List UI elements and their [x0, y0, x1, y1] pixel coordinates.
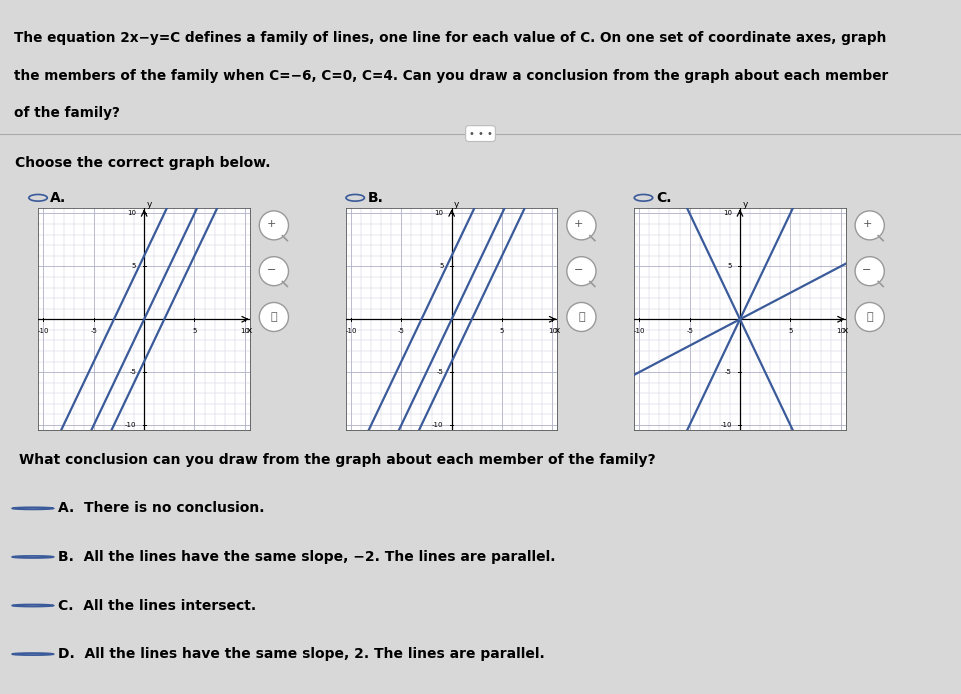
Text: 10: 10	[836, 328, 845, 334]
Circle shape	[855, 211, 884, 240]
Text: -10: -10	[432, 422, 444, 428]
Text: ⧉: ⧉	[579, 312, 584, 322]
Text: B.  All the lines have the same slope, −2. The lines are parallel.: B. All the lines have the same slope, −2…	[58, 550, 555, 564]
Text: +: +	[266, 219, 276, 229]
Text: 5: 5	[788, 328, 793, 334]
Circle shape	[567, 303, 596, 332]
Text: 5: 5	[132, 263, 136, 269]
Text: the members of the family when C=−6, C=0, C=4. Can you draw a conclusion from th: the members of the family when C=−6, C=0…	[14, 69, 889, 83]
Text: -5: -5	[686, 328, 693, 334]
Text: y: y	[146, 200, 152, 209]
Text: 10: 10	[240, 328, 249, 334]
Text: 5: 5	[727, 263, 732, 269]
Text: -5: -5	[725, 369, 732, 375]
Text: +: +	[574, 219, 583, 229]
Text: ⧉: ⧉	[867, 312, 873, 322]
Text: -5: -5	[129, 369, 136, 375]
Text: y: y	[742, 200, 748, 209]
Text: -10: -10	[37, 328, 49, 334]
Text: 5: 5	[500, 328, 505, 334]
Text: D.  All the lines have the same slope, 2. The lines are parallel.: D. All the lines have the same slope, 2.…	[58, 647, 545, 661]
Text: 10: 10	[434, 210, 444, 217]
Text: -10: -10	[345, 328, 357, 334]
Text: B.: B.	[367, 191, 383, 205]
Text: -5: -5	[398, 328, 405, 334]
Text: 5: 5	[192, 328, 197, 334]
Text: −: −	[862, 265, 872, 275]
Text: -10: -10	[633, 328, 645, 334]
Text: A.: A.	[50, 191, 66, 205]
Text: The equation 2x−y=C defines a family of lines, one line for each value of C. On : The equation 2x−y=C defines a family of …	[14, 31, 887, 45]
Text: 5: 5	[439, 263, 444, 269]
Text: +: +	[862, 219, 872, 229]
Text: −: −	[574, 265, 583, 275]
Text: 10: 10	[127, 210, 136, 217]
Text: Choose the correct graph below.: Choose the correct graph below.	[15, 156, 271, 170]
Text: -5: -5	[436, 369, 444, 375]
Circle shape	[855, 257, 884, 286]
Text: x: x	[843, 325, 849, 335]
Text: x: x	[554, 325, 560, 335]
Circle shape	[259, 211, 288, 240]
Text: of the family?: of the family?	[14, 106, 120, 120]
Text: ⧉: ⧉	[271, 312, 277, 322]
Text: -10: -10	[125, 422, 136, 428]
Text: 10: 10	[548, 328, 556, 334]
Text: x: x	[247, 325, 253, 335]
Text: What conclusion can you draw from the graph about each member of the family?: What conclusion can you draw from the gr…	[19, 452, 655, 467]
Text: −: −	[266, 265, 276, 275]
Text: A.  There is no conclusion.: A. There is no conclusion.	[58, 501, 264, 516]
Circle shape	[259, 257, 288, 286]
Text: y: y	[454, 200, 459, 209]
Circle shape	[855, 303, 884, 332]
Text: C.: C.	[655, 191, 672, 205]
Circle shape	[567, 257, 596, 286]
Circle shape	[567, 211, 596, 240]
Text: • • •: • • •	[469, 128, 492, 139]
Text: -5: -5	[90, 328, 97, 334]
Text: 10: 10	[723, 210, 732, 217]
Circle shape	[259, 303, 288, 332]
Text: -10: -10	[721, 422, 732, 428]
Text: C.  All the lines intersect.: C. All the lines intersect.	[58, 598, 257, 613]
